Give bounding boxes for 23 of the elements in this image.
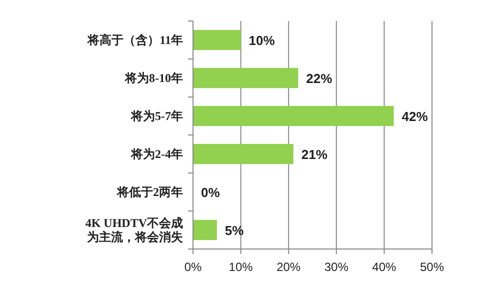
y-tick-label: 将为5-7年 xyxy=(130,109,183,123)
x-tick-label: 20% xyxy=(276,260,301,274)
x-tick-label: 50% xyxy=(420,260,444,274)
bar xyxy=(193,30,241,50)
x-tick-label: 10% xyxy=(228,260,254,274)
y-tick-label: 4K UHDTV不会成为主流，将会消失 xyxy=(84,216,183,244)
data-label: 10% xyxy=(248,33,276,48)
data-label: 5% xyxy=(224,223,244,238)
y-tick-label: 将为2-4年 xyxy=(130,147,183,161)
y-tick-label: 将为8-10年 xyxy=(124,71,183,85)
bar xyxy=(193,68,298,88)
data-label: 21% xyxy=(301,147,328,162)
bar xyxy=(193,106,394,126)
x-tick-label: 40% xyxy=(372,260,397,274)
y-tick-label: 将低于2两年 xyxy=(116,185,183,199)
bar xyxy=(193,220,217,240)
y-tick-label: 将高于（含）11年 xyxy=(86,33,183,47)
data-label: 42% xyxy=(402,109,428,124)
data-label: 0% xyxy=(201,185,220,200)
bar xyxy=(193,144,294,164)
x-tick-label: 30% xyxy=(324,260,349,274)
data-label: 22% xyxy=(306,71,333,86)
x-tick-label: 0% xyxy=(184,260,202,274)
